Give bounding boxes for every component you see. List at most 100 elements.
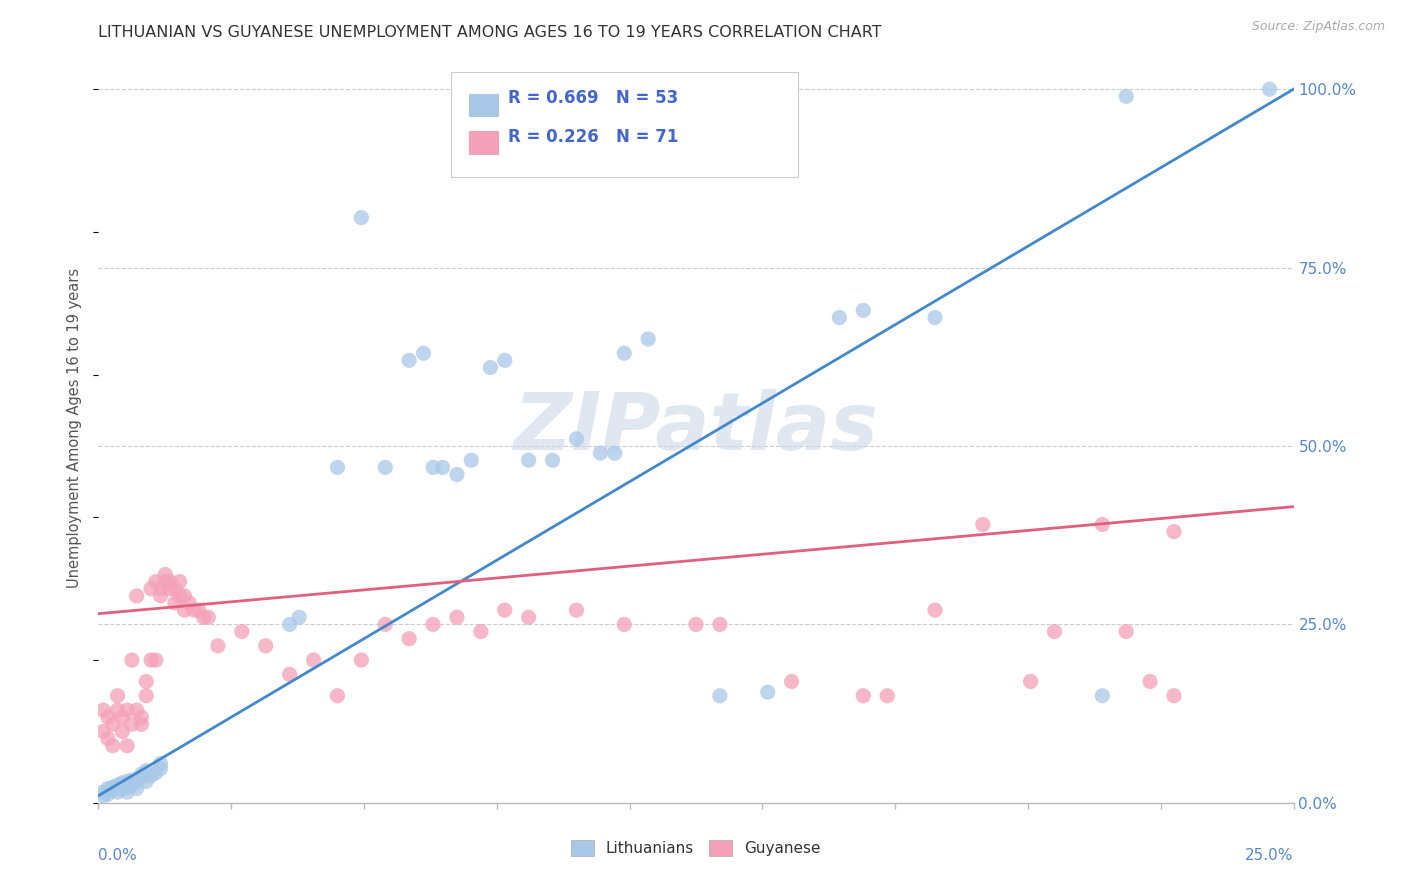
Text: 25.0%: 25.0% bbox=[1246, 847, 1294, 863]
Point bbox=[97, 731, 120, 746]
Point bbox=[1163, 689, 1185, 703]
Point bbox=[494, 603, 516, 617]
Point bbox=[517, 610, 540, 624]
Point bbox=[101, 783, 124, 797]
Point bbox=[107, 689, 129, 703]
Point bbox=[111, 710, 134, 724]
Point bbox=[278, 667, 301, 681]
FancyBboxPatch shape bbox=[470, 131, 499, 154]
Point bbox=[412, 346, 434, 360]
Point bbox=[1258, 82, 1281, 96]
Point bbox=[135, 674, 157, 689]
Point bbox=[163, 582, 186, 596]
Point bbox=[145, 574, 167, 589]
Point bbox=[179, 596, 201, 610]
Point bbox=[107, 785, 129, 799]
Point bbox=[565, 603, 588, 617]
Point bbox=[97, 710, 120, 724]
Point bbox=[139, 582, 162, 596]
FancyBboxPatch shape bbox=[470, 94, 499, 117]
Point bbox=[1019, 674, 1042, 689]
Point bbox=[121, 772, 143, 787]
Point bbox=[131, 710, 153, 724]
Point bbox=[446, 467, 468, 482]
Point bbox=[207, 639, 229, 653]
Point bbox=[852, 689, 875, 703]
Point bbox=[613, 617, 636, 632]
Point bbox=[173, 603, 195, 617]
Point bbox=[193, 610, 215, 624]
Point bbox=[173, 589, 195, 603]
Point bbox=[197, 610, 219, 624]
Point bbox=[125, 703, 148, 717]
Text: R = 0.669   N = 53: R = 0.669 N = 53 bbox=[509, 89, 679, 107]
Point bbox=[479, 360, 502, 375]
Point bbox=[97, 781, 120, 796]
Point bbox=[278, 617, 301, 632]
Point bbox=[135, 764, 157, 778]
FancyBboxPatch shape bbox=[451, 72, 797, 178]
Point bbox=[1091, 689, 1114, 703]
Point bbox=[149, 762, 172, 776]
Point bbox=[91, 703, 114, 717]
Point bbox=[169, 574, 191, 589]
Point bbox=[135, 774, 157, 789]
Point bbox=[1115, 624, 1137, 639]
Point bbox=[924, 310, 946, 325]
Point bbox=[101, 780, 124, 794]
Point bbox=[446, 610, 468, 624]
Point bbox=[1115, 89, 1137, 103]
Point bbox=[91, 724, 114, 739]
Point bbox=[111, 776, 134, 790]
Point bbox=[350, 653, 373, 667]
Point bbox=[131, 767, 153, 781]
Point bbox=[169, 589, 191, 603]
Point bbox=[288, 610, 311, 624]
Point bbox=[115, 739, 138, 753]
Point bbox=[159, 574, 181, 589]
Point bbox=[121, 653, 143, 667]
Point bbox=[125, 781, 148, 796]
Point bbox=[187, 603, 209, 617]
Point bbox=[135, 689, 157, 703]
Point bbox=[155, 567, 177, 582]
Text: R = 0.226   N = 71: R = 0.226 N = 71 bbox=[509, 128, 679, 146]
Point bbox=[470, 624, 492, 639]
Point bbox=[115, 780, 138, 794]
Point bbox=[121, 717, 143, 731]
Point bbox=[125, 589, 148, 603]
Point bbox=[756, 685, 779, 699]
Point bbox=[603, 446, 626, 460]
Point bbox=[1139, 674, 1161, 689]
Point bbox=[115, 785, 138, 799]
Point bbox=[326, 460, 349, 475]
Point bbox=[91, 785, 114, 799]
Point bbox=[828, 310, 851, 325]
Point bbox=[709, 617, 731, 632]
Point bbox=[780, 674, 803, 689]
Point bbox=[460, 453, 482, 467]
Point bbox=[159, 582, 181, 596]
Point bbox=[131, 771, 153, 785]
Text: LITHUANIAN VS GUYANESE UNEMPLOYMENT AMONG AGES 16 TO 19 YEARS CORRELATION CHART: LITHUANIAN VS GUYANESE UNEMPLOYMENT AMON… bbox=[98, 25, 882, 40]
Point bbox=[254, 639, 277, 653]
Text: Source: ZipAtlas.com: Source: ZipAtlas.com bbox=[1251, 20, 1385, 33]
Point bbox=[517, 453, 540, 467]
Point bbox=[149, 582, 172, 596]
Point bbox=[637, 332, 659, 346]
Point bbox=[145, 653, 167, 667]
Point bbox=[1043, 624, 1066, 639]
Point bbox=[422, 460, 444, 475]
Point bbox=[876, 689, 898, 703]
Point bbox=[139, 769, 162, 783]
Point bbox=[101, 717, 124, 731]
Point bbox=[155, 574, 177, 589]
Point bbox=[613, 346, 636, 360]
Point bbox=[924, 603, 946, 617]
Point bbox=[350, 211, 373, 225]
Point bbox=[589, 446, 612, 460]
Point bbox=[139, 653, 162, 667]
Point bbox=[374, 617, 396, 632]
Point bbox=[494, 353, 516, 368]
Point bbox=[121, 778, 143, 792]
